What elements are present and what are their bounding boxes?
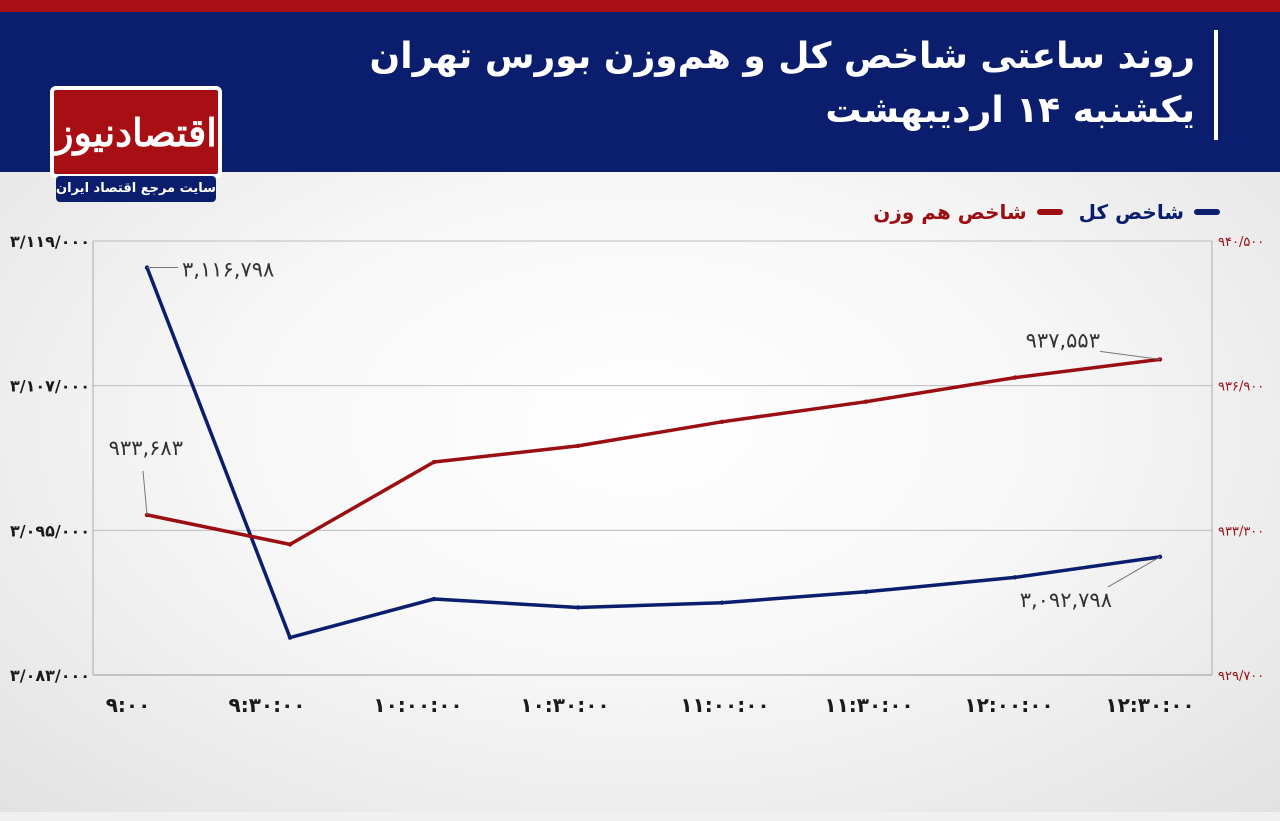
right-tick-label: ۹۲۹/۷۰۰ (1218, 669, 1264, 684)
left-tick-label: ۳/۰۸۳/۰۰۰ (10, 666, 90, 685)
legend-swatch-equal (1036, 209, 1063, 215)
plot-background (0, 172, 1280, 812)
series-lines (144, 265, 1163, 640)
x-tick-label: ۱۲:۳۰:۰۰ (1105, 693, 1194, 717)
top-stripe (0, 0, 1280, 12)
series-line-equal (145, 357, 1162, 547)
annotation-label: ۳,۰۹۲,۷۹۸ (1020, 588, 1112, 612)
title-block: روند ساعتی شاخص کل و هم‌وزن بورس تهران ی… (370, 30, 1195, 138)
x-tick-label: ۱۲:۰۰:۰۰ (964, 693, 1053, 717)
data-point (863, 589, 869, 595)
data-point (1012, 375, 1018, 380)
x-tick-label: ۱۱:۰۰:۰۰ (680, 693, 769, 717)
right-tick-label: ۹۳۶/۹۰۰ (1218, 380, 1264, 395)
series-line-total (145, 265, 1162, 640)
data-point (575, 443, 581, 449)
x-tick-label: ۱۱:۳۰:۰۰ (824, 693, 913, 717)
annotation-leader (1099, 350, 1161, 360)
annotation-label: ۹۳۷,۵۵۳ (1026, 328, 1100, 352)
right-tick-label: ۹۳۳/۳۰۰ (1218, 524, 1264, 539)
legend-swatch-total (1194, 209, 1220, 215)
legend-item-equal: شاخص هم وزن (873, 200, 1063, 224)
data-point (287, 635, 293, 640)
chart-subtitle: یکشنبه ۱۴ اردیبهشت (825, 90, 1195, 131)
legend: شاخص کل شاخص هم وزن (873, 200, 1220, 224)
data-annotations: ۳,۱۱۶,۷۹۸ ۳,۰۹۲,۷۹۸ ۹۳۳,۶۸۳ ۹۳۷,۵۵۳ (109, 258, 1161, 612)
annotation-leader (142, 470, 148, 515)
grid-lines (93, 240, 1212, 676)
x-tick-label: ۱۰:۰۰:۰۰ (373, 693, 462, 717)
data-point (1012, 575, 1018, 580)
data-point (431, 459, 437, 465)
data-point (863, 399, 869, 404)
right-tick-label: ۹۴۰/۵۰۰ (1218, 235, 1264, 250)
legend-item-total: شاخص کل (1079, 200, 1220, 224)
tick-labels: ۳/۰۸۳/۰۰۰ ۳/۰۹۵/۰۰۰ ۳/۱۰۷/۰۰۰ ۳/۱۱۹/۰۰۰ ۹۲۹/… (10, 232, 1264, 717)
annotation-label: ۹۳۳,۶۸۳ (109, 436, 183, 460)
legend-label-equal: شاخص هم وزن (873, 200, 1027, 224)
title-divider (1214, 30, 1218, 140)
left-tick-label: ۳/۱۱۹/۰۰۰ (10, 232, 90, 251)
data-point (431, 596, 437, 602)
data-point (575, 605, 581, 610)
logo-text: اقتصادنیوز (55, 109, 217, 155)
data-point (719, 419, 725, 425)
x-tick-label: ۹:۳۰:۰۰ (228, 693, 305, 717)
axes (92, 241, 1213, 675)
x-tick-label: ۱۰:۳۰:۰۰ (520, 693, 609, 717)
chart-title: روند ساعتی شاخص کل و هم‌وزن بورس تهران (369, 36, 1195, 77)
annotation-leader (1107, 556, 1161, 588)
logo: اقتصادنیوز (50, 86, 222, 178)
logo-tagline: سایت مرجع اقتصاد ایران (56, 176, 216, 202)
annotation-label: ۳,۱۱۶,۷۹۸ (182, 258, 274, 282)
x-tick-label: ۹:۰۰ (106, 693, 151, 717)
left-tick-label: ۳/۱۰۷/۰۰۰ (10, 377, 90, 396)
data-point (287, 542, 293, 547)
legend-label-total: شاخص کل (1078, 200, 1184, 224)
left-tick-label: ۳/۰۹۵/۰۰۰ (10, 521, 90, 540)
data-point (719, 600, 725, 605)
